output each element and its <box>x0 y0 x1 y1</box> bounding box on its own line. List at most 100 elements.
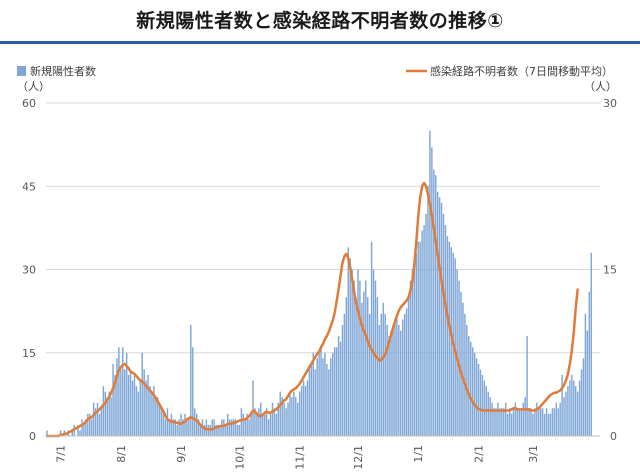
bar <box>491 402 493 436</box>
bar <box>497 402 499 436</box>
bar <box>501 408 503 436</box>
bar <box>273 408 276 436</box>
bar <box>94 408 97 436</box>
bar <box>355 297 357 436</box>
bar <box>96 402 99 436</box>
bar <box>565 391 567 436</box>
bar <box>262 413 264 436</box>
bar <box>335 347 338 436</box>
bar <box>551 408 554 436</box>
right-tick-label: 15 <box>603 264 617 277</box>
bar <box>470 341 472 436</box>
bar <box>473 352 476 436</box>
bar <box>506 413 509 436</box>
bar <box>89 413 91 436</box>
bar <box>456 269 458 436</box>
bar <box>363 291 365 436</box>
bar <box>256 413 258 436</box>
bar <box>398 325 400 436</box>
bar <box>178 419 180 436</box>
bar <box>228 419 231 436</box>
bar <box>421 230 423 436</box>
bar <box>530 408 532 436</box>
bar <box>310 363 313 436</box>
bar <box>127 374 130 436</box>
bar <box>162 413 165 436</box>
bar <box>244 419 246 436</box>
bar <box>230 419 233 436</box>
bar <box>468 336 470 436</box>
bar <box>353 280 355 436</box>
bar <box>337 336 340 436</box>
legend: 新規陽性者数 感染経路不明者数（7日間移動平均） <box>17 64 613 78</box>
bar <box>306 380 309 436</box>
bar <box>223 419 225 436</box>
bar <box>322 358 324 436</box>
bar <box>271 402 274 436</box>
bar <box>155 397 157 436</box>
bar <box>195 413 198 436</box>
bar <box>580 369 583 436</box>
bar <box>435 175 437 436</box>
bar <box>543 413 546 436</box>
bar <box>359 280 361 436</box>
bar <box>232 419 235 436</box>
bar <box>539 408 542 436</box>
bar <box>576 391 579 436</box>
bar <box>584 313 587 436</box>
bar <box>81 419 83 436</box>
bar <box>291 397 293 436</box>
bar <box>149 386 151 436</box>
legend-bar-swatch <box>17 66 26 76</box>
left-tick-label: 15 <box>22 347 36 360</box>
bar <box>343 313 346 436</box>
bar <box>413 258 416 436</box>
page-title: 新規陽性者数と感染経路不明者数の推移① <box>136 10 504 32</box>
x-tick-label: 10/1 <box>233 445 246 470</box>
x-tick-label: 1/1 <box>412 445 425 463</box>
bar <box>158 402 161 436</box>
bar <box>318 352 320 436</box>
bar <box>460 291 462 436</box>
bar <box>297 402 299 436</box>
bar <box>462 302 464 436</box>
bar <box>571 374 573 436</box>
bar <box>351 269 353 436</box>
bar <box>277 402 280 436</box>
left-tick-label: 45 <box>22 180 36 193</box>
bar <box>555 402 557 436</box>
bar <box>466 325 468 436</box>
bar <box>547 413 550 436</box>
bar <box>345 297 348 436</box>
bar <box>258 408 260 436</box>
bar <box>112 363 114 436</box>
bar <box>442 214 445 436</box>
bar <box>205 419 208 436</box>
bar <box>236 424 239 436</box>
bar <box>405 308 408 436</box>
bar <box>316 358 318 436</box>
bar <box>293 391 295 436</box>
bar <box>219 424 221 436</box>
bar <box>254 408 256 436</box>
bar <box>582 358 585 436</box>
bar <box>349 258 351 436</box>
bar <box>475 358 478 436</box>
bar <box>308 369 311 436</box>
bar <box>481 374 484 436</box>
bar <box>590 252 592 436</box>
bar <box>85 419 87 436</box>
bar <box>541 408 544 436</box>
bar <box>182 419 184 436</box>
bar <box>172 419 175 436</box>
bar <box>378 325 381 436</box>
bar <box>553 408 556 436</box>
bar <box>438 197 441 436</box>
bar <box>250 413 252 436</box>
bar <box>110 397 112 436</box>
bar <box>248 419 250 436</box>
bar <box>83 424 85 436</box>
bar <box>526 336 528 436</box>
bar <box>143 369 145 436</box>
